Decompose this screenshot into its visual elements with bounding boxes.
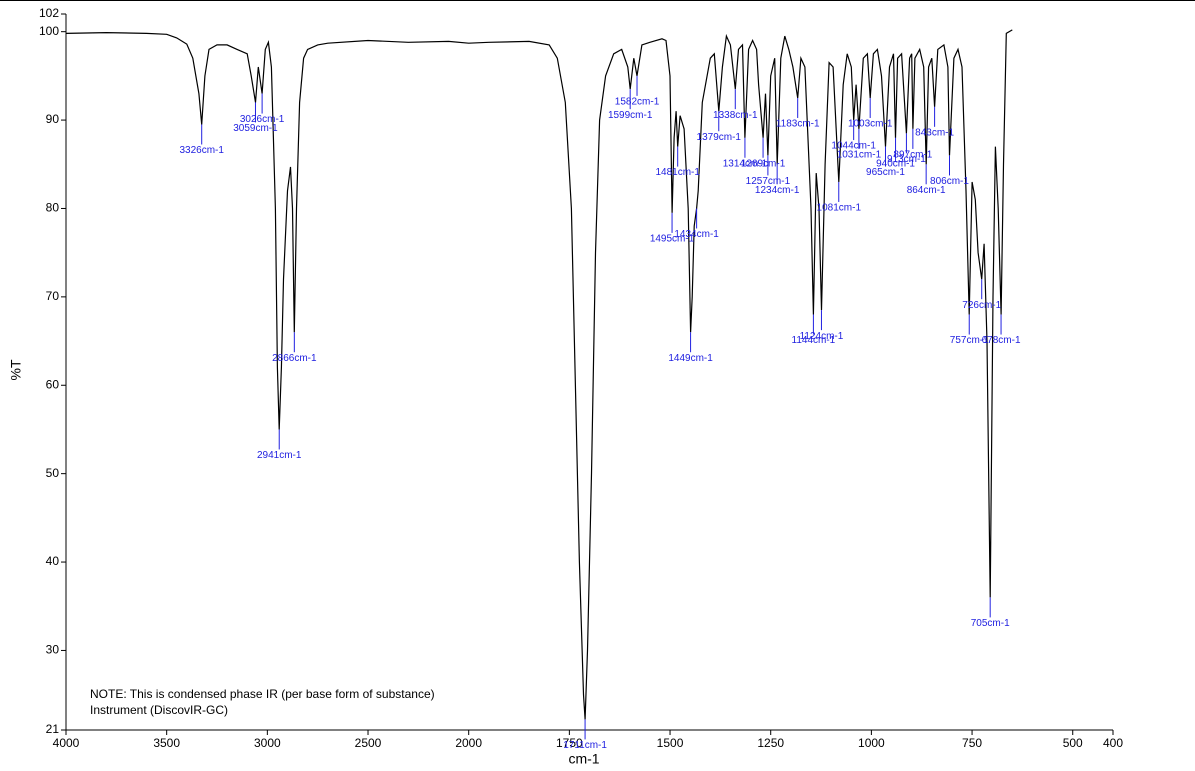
peak-label: 1338cm-1 xyxy=(713,110,758,121)
y-tick-label: 100 xyxy=(39,24,59,38)
x-axis-label: cm-1 xyxy=(568,751,599,767)
note: NOTE: This is condensed phase IR (per ba… xyxy=(90,687,435,701)
peak-label: 1711cm-1 xyxy=(563,740,607,751)
peak-label: 806cm-1 xyxy=(930,176,969,187)
peak-label: 965cm-1 xyxy=(866,167,905,178)
peak-label: 1183cm-1 xyxy=(776,119,820,130)
x-tick-label: 3500 xyxy=(153,736,180,750)
peak-label: 726cm-1 xyxy=(962,300,1001,311)
peak-label: 1495cm-1 xyxy=(650,234,695,245)
x-tick-label: 3000 xyxy=(254,736,281,750)
x-tick-label: 1750 xyxy=(556,736,583,750)
x-tick-label: 2500 xyxy=(355,736,382,750)
peak-label: 1582cm-1 xyxy=(615,97,660,108)
peak-label: 1434cm-1 xyxy=(674,229,719,240)
peak-label: 864cm-1 xyxy=(907,185,946,196)
x-tick-label: 2000 xyxy=(455,736,482,750)
peak-label: 897cm-1 xyxy=(893,150,932,161)
peak-label: 1257cm-1 xyxy=(746,176,791,187)
peak-label: 1449cm-1 xyxy=(668,353,713,364)
note: Instrument (DiscovIR-GC) xyxy=(90,703,228,717)
y-tick-label: 21 xyxy=(46,722,60,736)
y-tick-label: 60 xyxy=(46,377,60,391)
peak-label: 843cm-1 xyxy=(915,127,954,138)
peak-label: 1379cm-1 xyxy=(697,132,742,143)
y-tick-label: 70 xyxy=(46,289,60,303)
peak-label: 1144cm-1 xyxy=(792,335,836,346)
peak-label: 678cm-1 xyxy=(982,335,1021,346)
peak-label: 2941cm-1 xyxy=(257,450,302,461)
peak-label: 2866cm-1 xyxy=(272,353,317,364)
peak-label: 1003cm-1 xyxy=(848,119,893,130)
y-tick-label: 30 xyxy=(46,643,60,657)
x-tick-label: 400 xyxy=(1103,736,1123,750)
x-tick-label: 1500 xyxy=(657,736,684,750)
x-tick-label: 750 xyxy=(962,736,982,750)
y-tick-label: 50 xyxy=(46,466,60,480)
y-tick-label: 102 xyxy=(39,6,59,20)
peak-label: 3059cm-1 xyxy=(233,123,278,134)
peak-label: 1481cm-1 xyxy=(655,167,700,178)
x-tick-label: 4000 xyxy=(53,736,80,750)
peak-label: 1044cm-1 xyxy=(831,141,876,152)
peak-label: 757cm-1 xyxy=(950,335,989,346)
peak-label: 940cm-1 xyxy=(876,158,915,169)
peak-label: 3026cm-1 xyxy=(240,114,285,125)
peak-label: 1314cm-1 xyxy=(723,158,768,169)
y-tick-label: 90 xyxy=(46,112,60,126)
y-tick-label: 40 xyxy=(46,554,60,568)
y-axis-label: %T xyxy=(8,359,24,380)
peak-label: 1124cm-1 xyxy=(800,331,844,342)
peak-label: 1599cm-1 xyxy=(608,110,653,121)
peak-label: 1234cm-1 xyxy=(755,185,800,196)
peak-label: 913cm-1 xyxy=(887,154,926,165)
peak-label: 705cm-1 xyxy=(971,618,1010,629)
spectrum xyxy=(65,29,1013,720)
x-tick-label: 500 xyxy=(1063,736,1083,750)
y-tick-label: 80 xyxy=(46,201,60,215)
x-tick-label: 1000 xyxy=(858,736,885,750)
peak-label: 1269cm-1 xyxy=(741,158,786,169)
peak-label: 3326cm-1 xyxy=(179,145,224,156)
peak-label: 1081cm-1 xyxy=(817,203,862,214)
peak-label: 1031cm-1 xyxy=(837,150,882,161)
x-tick-label: 1250 xyxy=(757,736,784,750)
